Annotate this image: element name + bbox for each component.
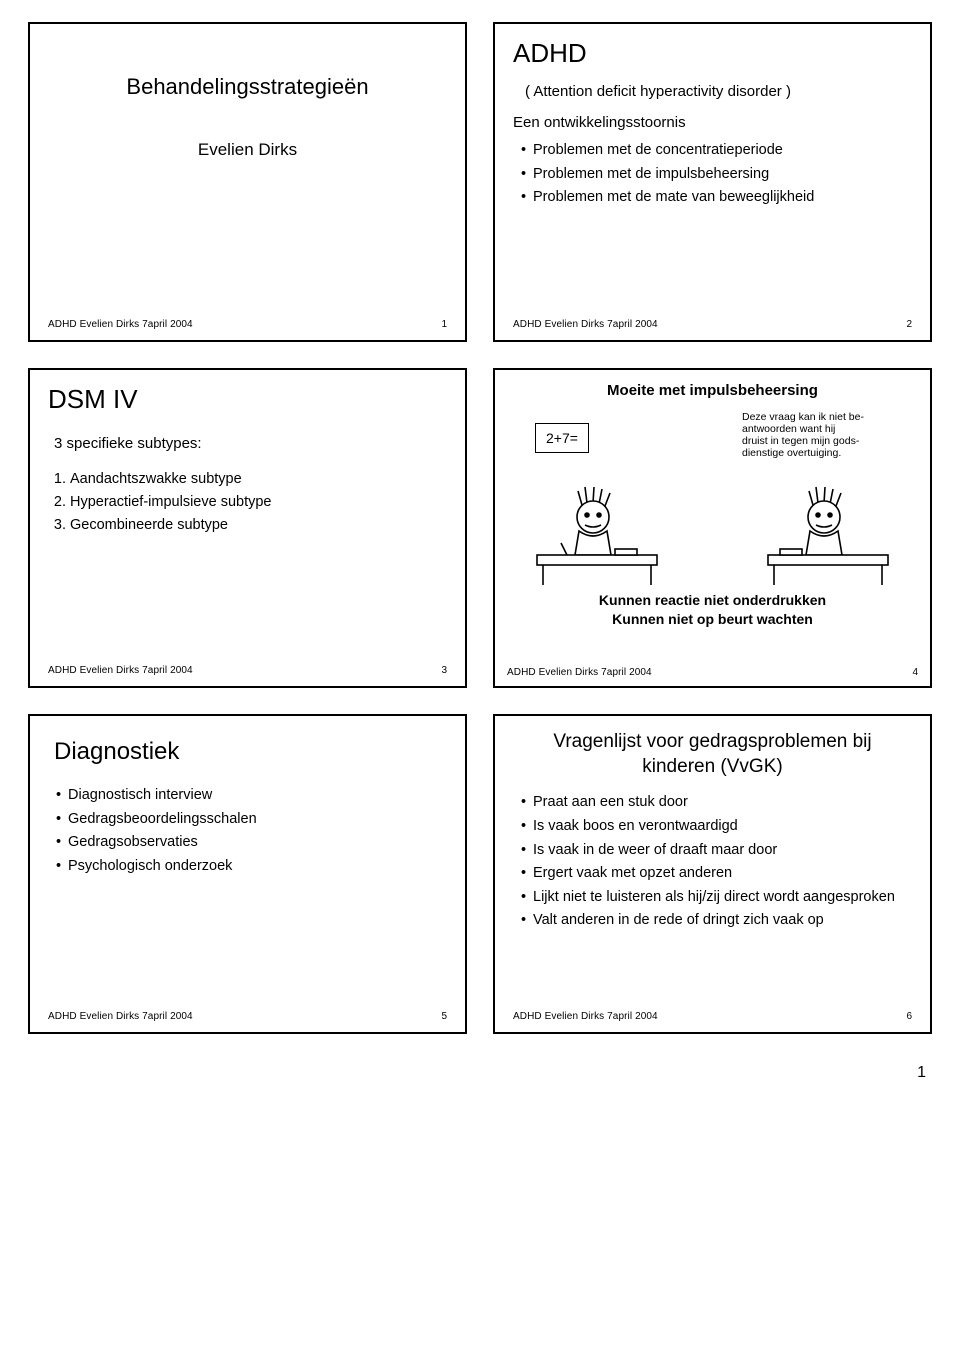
bullet-item: Psychologisch onderzoek (56, 857, 447, 877)
page-number: 1 (28, 1064, 932, 1082)
slide-body: Behandelingsstrategieën Evelien Dirks (48, 38, 447, 313)
slide-number: 5 (441, 1011, 447, 1022)
slide-body: Diagnostiek Diagnostisch interview Gedra… (48, 730, 447, 1005)
bullet-list: Praat aan een stuk door Is vaak boos en … (513, 793, 912, 930)
slide-body: DSM IV 3 specifieke subtypes: Aandachtsz… (48, 384, 447, 659)
bullet-item: Diagnostisch interview (56, 786, 447, 806)
slide-number: 3 (441, 665, 447, 676)
footer-text: ADHD Evelien Dirks 7april 2004 (513, 1011, 658, 1022)
cartoon-title: Moeite met impulsbeheersing (607, 382, 818, 399)
footer-text: ADHD Evelien Dirks 7april 2004 (48, 665, 193, 676)
slide-footer: ADHD Evelien Dirks 7april 2004 4 (507, 667, 918, 678)
slide-footer: ADHD Evelien Dirks 7april 2004 5 (48, 1011, 447, 1022)
equation-box: 2+7= (535, 423, 589, 453)
kid-left-icon (527, 477, 677, 587)
bullet-item: Problemen met de concentratieperiode (521, 141, 912, 161)
slide-footer: ADHD Evelien Dirks 7april 2004 2 (513, 319, 912, 330)
kid-right-icon (748, 477, 898, 587)
bullet-list: Problemen met de concentratieperiode Pro… (513, 141, 912, 208)
slide-title: Behandelingsstrategieën (48, 74, 447, 100)
footer-text: ADHD Evelien Dirks 7april 2004 (507, 667, 652, 678)
bullet-list: Diagnostisch interview Gedragsbeoordelin… (48, 786, 447, 876)
bullet-item: Problemen met de mate van beweeglijkheid (521, 188, 912, 208)
slide-intro: Een ontwikkelingsstoornis (513, 114, 912, 131)
bullet-item: Gedragsbeoordelingsschalen (56, 810, 447, 830)
bullet-item: Is vaak in de weer of draaft maar door (521, 841, 912, 861)
cartoon-caption: Kunnen reactie niet onderdrukken Kunnen … (599, 591, 826, 629)
slide-footer: ADHD Evelien Dirks 7april 2004 1 (48, 319, 447, 330)
slide-2: ADHD ( Attention deficit hyperactivity d… (493, 22, 932, 342)
bullet-item: Problemen met de impulsbeheersing (521, 165, 912, 185)
speech-bubble: Deze vraag kan ik niet be- antwoorden wa… (742, 411, 912, 459)
list-item: Aandachtszwakke subtype (70, 468, 447, 491)
list-item: Gecombineerde subtype (70, 514, 447, 537)
bullet-item: Praat aan een stuk door (521, 793, 912, 813)
slide-subhead: 3 specifieke subtypes: (54, 435, 447, 452)
slide-6: Vragenlijst voor gedragsproblemen bij ki… (493, 714, 932, 1034)
bullet-item: Lijkt niet te luisteren als hij/zij dire… (521, 888, 912, 908)
slide-number: 2 (906, 319, 912, 330)
slide-body: Vragenlijst voor gedragsproblemen bij ki… (513, 730, 912, 1005)
slide-title: Diagnostiek (54, 738, 447, 766)
slide-footer: ADHD Evelien Dirks 7april 2004 3 (48, 665, 447, 676)
slide-4: Moeite met impulsbeheersing 2+7= Deze vr… (493, 368, 932, 688)
slide-title: DSM IV (48, 384, 447, 415)
slide-title: Vragenlijst voor gedragsproblemen bij ki… (513, 730, 912, 779)
list-item: Hyperactief-impulsieve subtype (70, 491, 447, 514)
footer-text: ADHD Evelien Dirks 7april 2004 (513, 319, 658, 330)
cartoon-stage: 2+7= Deze vraag kan ik niet be- antwoord… (507, 407, 918, 587)
slide-number: 6 (906, 1011, 912, 1022)
slide-author: Evelien Dirks (48, 140, 447, 160)
slide-3: DSM IV 3 specifieke subtypes: Aandachtsz… (28, 368, 467, 688)
caption-line-2: Kunnen niet op beurt wachten (599, 610, 826, 629)
bullet-item: Ergert vaak met opzet anderen (521, 864, 912, 884)
bullet-item: Valt anderen in de rede of dringt zich v… (521, 911, 912, 931)
bullet-item: Gedragsobservaties (56, 833, 447, 853)
footer-text: ADHD Evelien Dirks 7april 2004 (48, 1011, 193, 1022)
slide-1: Behandelingsstrategieën Evelien Dirks AD… (28, 22, 467, 342)
slide-number: 1 (441, 319, 447, 330)
cartoon-illustration: Moeite met impulsbeheersing 2+7= Deze vr… (507, 380, 918, 661)
slide-subtitle: ( Attention deficit hyperactivity disord… (525, 83, 912, 100)
slide-title: ADHD (513, 38, 912, 69)
bullet-item: Is vaak boos en verontwaardigd (521, 817, 912, 837)
slide-footer: ADHD Evelien Dirks 7april 2004 6 (513, 1011, 912, 1022)
slide-number: 4 (912, 667, 918, 678)
numbered-list: Aandachtszwakke subtype Hyperactief-impu… (48, 468, 447, 538)
caption-line-1: Kunnen reactie niet onderdrukken (599, 591, 826, 610)
footer-text: ADHD Evelien Dirks 7april 2004 (48, 319, 193, 330)
slide-5: Diagnostiek Diagnostisch interview Gedra… (28, 714, 467, 1034)
slide-body: ADHD ( Attention deficit hyperactivity d… (513, 38, 912, 313)
handout-grid: Behandelingsstrategieën Evelien Dirks AD… (28, 22, 932, 1034)
